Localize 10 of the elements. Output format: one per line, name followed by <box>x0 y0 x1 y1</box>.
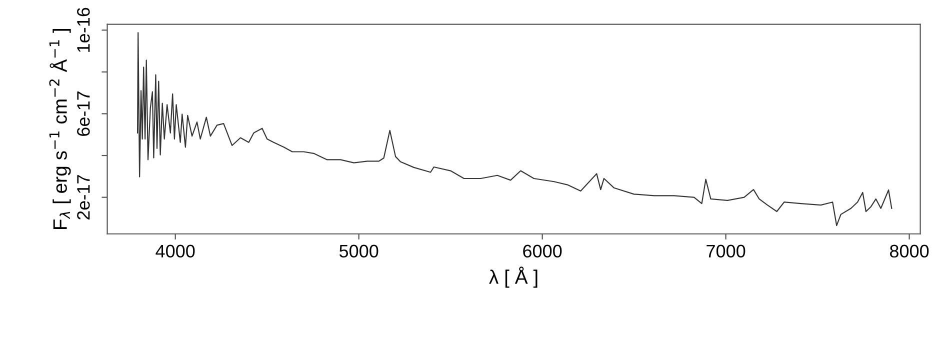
x-tick-label: 6000 <box>523 244 562 258</box>
x-tick-label: 5000 <box>339 244 378 258</box>
x-tick-label: 8000 <box>890 244 929 258</box>
y-tick-label: 1e-16 <box>77 8 90 52</box>
x-axis-title: λ [ Å ] <box>489 266 538 288</box>
y-tick-label: 2e-17 <box>77 175 90 220</box>
x-tick-label: 7000 <box>706 244 746 258</box>
y-tick-label: 6e-17 <box>77 92 90 136</box>
text: F$_{λ}$ [ erg s$^{−1}$ cm$^{−2}$ Å$^{−1}$ ] <box>49 29 71 229</box>
x-tick-label: 4000 <box>156 244 195 258</box>
